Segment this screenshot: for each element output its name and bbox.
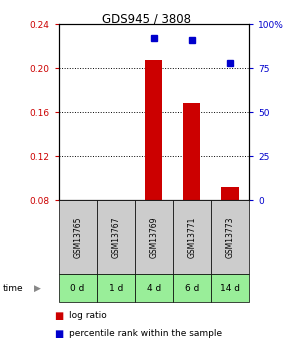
Text: 6 d: 6 d [185, 284, 199, 293]
Text: 0 d: 0 d [70, 284, 85, 293]
Bar [145, 60, 162, 200]
Text: GSM13767: GSM13767 [111, 216, 120, 258]
Bar [59, 200, 97, 274]
Text: ▶: ▶ [34, 284, 40, 293]
Bar [173, 200, 211, 274]
Text: 4 d: 4 d [147, 284, 161, 293]
Bar [135, 200, 173, 274]
Bar [59, 274, 97, 302]
Text: 14 d: 14 d [220, 284, 240, 293]
Bar [211, 200, 249, 274]
Text: GSM13773: GSM13773 [226, 216, 234, 258]
Text: GSM13769: GSM13769 [149, 216, 158, 258]
Text: log ratio: log ratio [69, 311, 107, 320]
Bar [211, 274, 249, 302]
Text: ■: ■ [54, 311, 64, 321]
Bar [135, 274, 173, 302]
Text: ■: ■ [54, 329, 64, 339]
Text: GSM13765: GSM13765 [73, 216, 82, 258]
Bar [173, 274, 211, 302]
Text: time: time [3, 284, 23, 293]
Bar [183, 103, 200, 200]
Text: GSM13771: GSM13771 [188, 217, 196, 258]
Bar [222, 187, 239, 200]
Text: percentile rank within the sample: percentile rank within the sample [69, 329, 222, 338]
Bar [97, 200, 135, 274]
Text: GDS945 / 3808: GDS945 / 3808 [102, 12, 191, 25]
Bar [97, 274, 135, 302]
Text: 1 d: 1 d [108, 284, 123, 293]
